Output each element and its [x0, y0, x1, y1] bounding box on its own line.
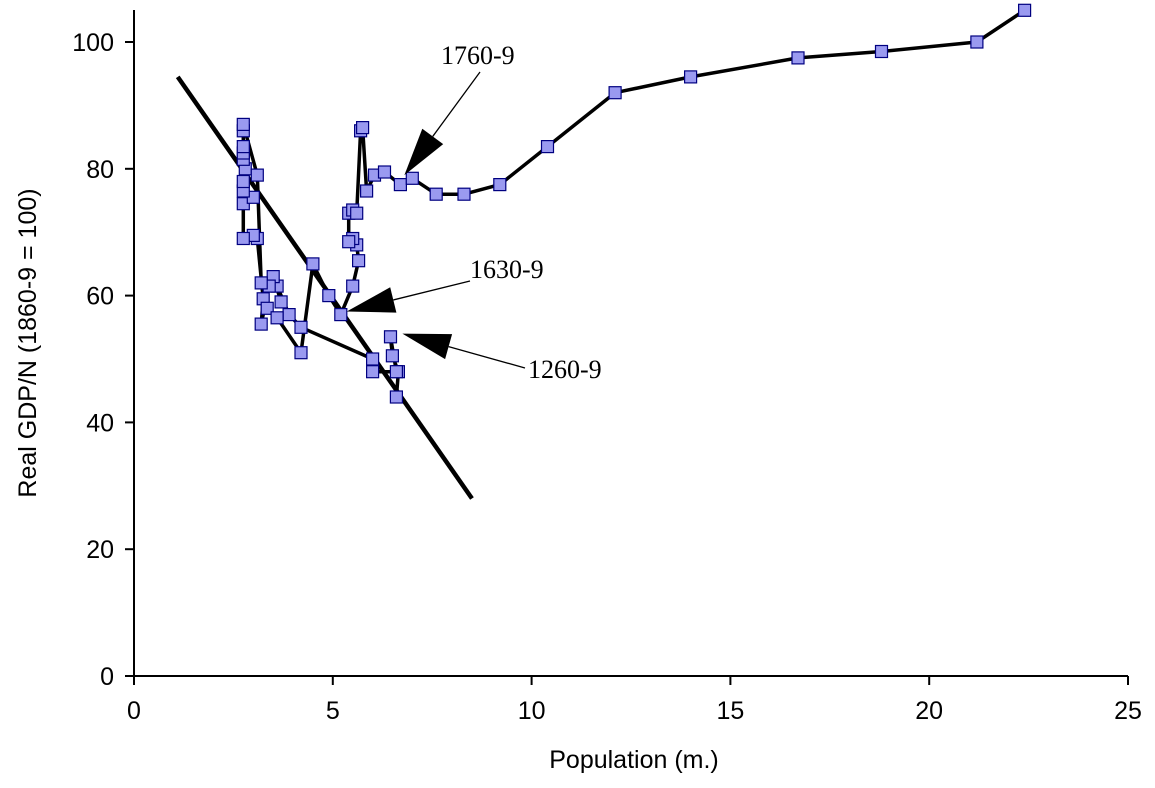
data-point: [389, 390, 403, 404]
axes: 0 20 40 60 80 100 0 5 10 15 20 25: [72, 10, 1142, 725]
data-point: [429, 187, 443, 201]
data-point: [236, 117, 250, 132]
data-point: [236, 140, 250, 154]
data-point: [366, 352, 380, 366]
data-point: [366, 365, 380, 379]
annotation-layer: 1760-9 1630-9 1260-9: [346, 41, 602, 384]
annotation-label: 1260-9: [528, 355, 602, 384]
data-point: [236, 174, 250, 189]
annotation-line: [448, 345, 526, 369]
data-point: [306, 257, 320, 271]
annotation-label: 1760-9: [441, 41, 515, 70]
data-point: [608, 86, 622, 100]
annotation-arrowhead: [404, 128, 444, 176]
data-point: [254, 317, 268, 331]
data-point: [360, 184, 374, 198]
data-point: [236, 231, 250, 246]
data-point: [683, 70, 698, 84]
data-point: [346, 279, 360, 293]
data-point: [350, 206, 364, 220]
data-point: [294, 346, 308, 360]
data-point: [791, 51, 805, 65]
data-point: [270, 311, 284, 325]
y-tick-label: 80: [86, 156, 114, 184]
data-point: [493, 178, 507, 192]
data-point: [540, 140, 555, 154]
data-point: [377, 165, 392, 179]
data-point: [385, 349, 399, 363]
data-point: [282, 308, 296, 322]
data-point: [970, 35, 984, 49]
data-point: [457, 187, 471, 201]
data-point: [260, 301, 274, 315]
x-axis-title: Population (m.): [549, 746, 719, 774]
y-tick-label: 100: [72, 29, 114, 57]
data-point: [294, 320, 308, 334]
x-tick-label: 10: [518, 697, 546, 725]
data-point: [356, 120, 370, 135]
data-point: [1017, 3, 1032, 17]
x-tick-label: 25: [1114, 697, 1142, 725]
marker-layer: [236, 3, 1032, 404]
y-tick-label: 0: [100, 663, 114, 691]
y-tick-label: 40: [86, 409, 114, 437]
y-tick-label: 60: [86, 283, 114, 311]
data-point: [254, 276, 268, 290]
y-axis-title: Real GDP/N (1860-9 = 100): [14, 188, 42, 497]
data-point: [393, 178, 407, 192]
annotation-label: 1630-9: [470, 255, 544, 284]
data-point: [383, 330, 398, 344]
x-tick-label: 5: [326, 697, 340, 725]
annotation-arrowhead: [346, 287, 397, 313]
annotation-line: [393, 280, 471, 301]
data-point: [352, 254, 366, 268]
data-point: [405, 171, 419, 185]
data-point: [342, 235, 356, 249]
y-tick-label: 20: [86, 536, 114, 564]
data-point: [874, 44, 889, 59]
data-point: [334, 308, 348, 322]
x-tick-label: 15: [716, 697, 744, 725]
data-point: [389, 365, 403, 379]
data-point: [250, 168, 264, 182]
annotation-line: [432, 71, 481, 137]
x-tick-label: 0: [127, 697, 141, 725]
annotation-arrowhead: [402, 333, 453, 360]
data-point: [322, 289, 336, 303]
x-tick-label: 20: [915, 697, 943, 725]
data-point: [274, 295, 288, 309]
